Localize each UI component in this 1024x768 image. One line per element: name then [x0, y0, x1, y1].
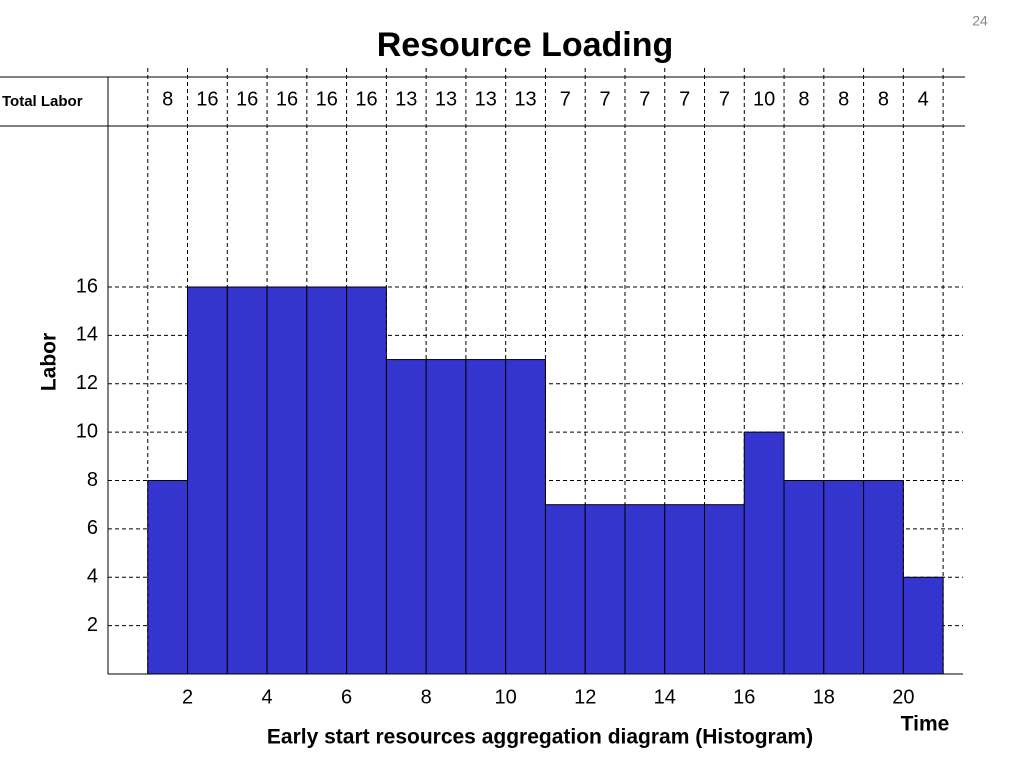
y-tick-label: 14 [76, 324, 98, 346]
bar [425, 359, 467, 675]
x-tick-label: 2 [182, 686, 193, 708]
x-tick-label: 18 [813, 686, 835, 708]
total-labor-value: 10 [753, 88, 775, 110]
x-axis-title: Time [901, 713, 950, 736]
total-labor-value: 8 [878, 88, 889, 110]
total-labor-value: 7 [639, 88, 650, 110]
total-labor-value: 7 [600, 88, 611, 110]
bar [664, 504, 706, 675]
page-number: 24 [972, 13, 988, 29]
y-tick-label: 6 [87, 517, 98, 539]
bar [704, 504, 745, 675]
bar [266, 286, 308, 675]
x-tick-label: 10 [495, 686, 517, 708]
bar [743, 431, 785, 675]
total-labor-value: 16 [196, 88, 218, 110]
total-labor-value: 16 [355, 88, 377, 110]
bar [544, 504, 586, 675]
bar [147, 480, 189, 675]
total-labor-value: 16 [276, 88, 298, 110]
bar [505, 359, 546, 675]
caption: Early start resources aggregation diagra… [267, 726, 813, 749]
total-labor-value: 13 [514, 88, 536, 110]
total-labor-value: 16 [236, 88, 258, 110]
y-axis-title: Labor [38, 333, 61, 391]
total-labor-value: 13 [435, 88, 457, 110]
bar [624, 504, 666, 675]
total-labor-value: 4 [918, 88, 929, 110]
row-label: Total Labor [2, 93, 83, 110]
bar [902, 576, 944, 675]
x-tick-label: 12 [574, 686, 596, 708]
bar [783, 480, 825, 675]
bar [584, 504, 626, 675]
bar [823, 480, 865, 675]
bar [863, 480, 904, 675]
x-tick-label: 4 [262, 686, 273, 708]
bar [346, 286, 387, 675]
total-labor-value: 7 [679, 88, 690, 110]
y-tick-label: 10 [76, 420, 98, 442]
bar [226, 286, 268, 675]
x-tick-label: 16 [733, 686, 755, 708]
total-labor-value: 8 [162, 88, 173, 110]
x-tick-label: 20 [892, 686, 914, 708]
total-labor-value: 8 [838, 88, 849, 110]
bar [187, 286, 228, 675]
y-tick-label: 16 [76, 275, 98, 297]
total-labor-value: 7 [719, 88, 730, 110]
y-tick-label: 2 [87, 614, 98, 636]
bar [465, 359, 507, 675]
x-tick-label: 6 [341, 686, 352, 708]
x-tick-label: 8 [421, 686, 432, 708]
x-tick-label: 14 [654, 686, 676, 708]
total-labor-value: 13 [475, 88, 497, 110]
total-labor-value: 13 [395, 88, 417, 110]
bar [385, 359, 427, 675]
y-tick-label: 12 [76, 372, 98, 394]
total-labor-value: 16 [316, 88, 338, 110]
total-labor-value: 7 [560, 88, 571, 110]
y-tick-label: 8 [87, 469, 98, 491]
y-tick-label: 4 [87, 566, 98, 588]
total-labor-value: 8 [798, 88, 809, 110]
chart-title: Resource Loading [377, 26, 674, 64]
bar [306, 286, 348, 675]
